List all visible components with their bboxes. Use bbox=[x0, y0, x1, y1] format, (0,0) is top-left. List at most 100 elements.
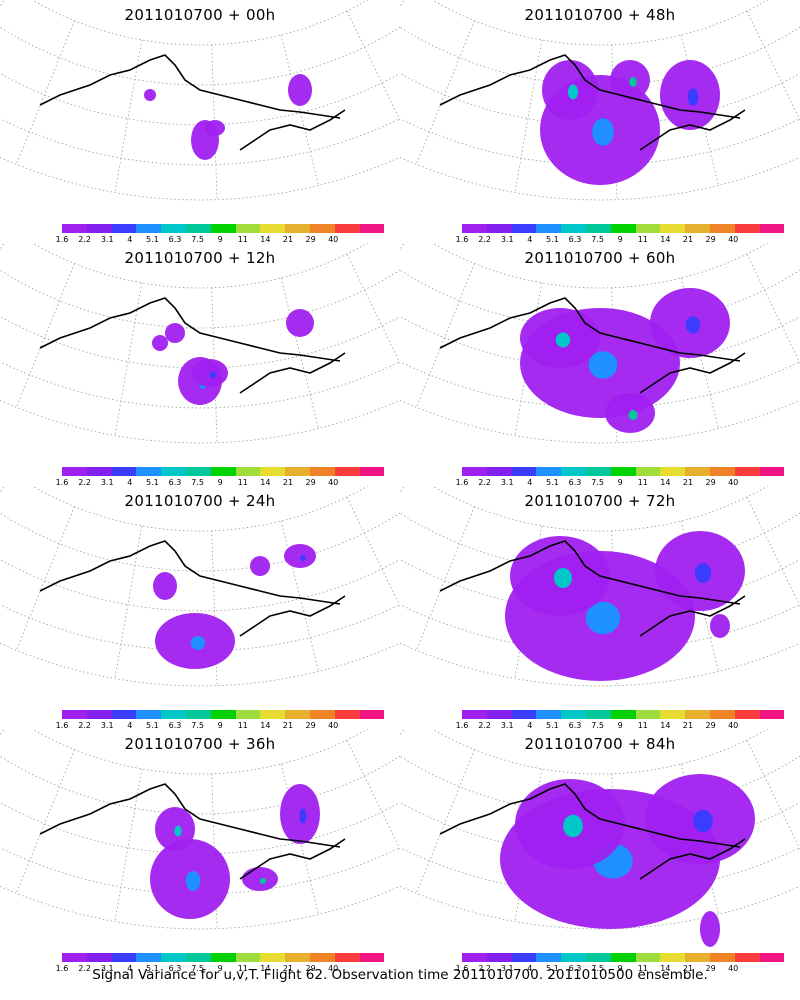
map-panel: 2011010700 + 48h 1.6 2.2 3.1 4 5.1 6.3 7.5 9 11 14… bbox=[400, 0, 800, 244]
colorbar-swatch bbox=[136, 710, 162, 719]
variance-field bbox=[500, 774, 755, 947]
colorbar-tick-label: 6.3 bbox=[168, 478, 182, 487]
colorbar-swatch bbox=[635, 710, 661, 719]
colorbar bbox=[462, 224, 785, 233]
colorbar-swatch bbox=[285, 467, 310, 476]
map-view bbox=[0, 0, 400, 201]
colorbar-tick-label: 2.2 bbox=[478, 478, 491, 487]
colorbar-tick-label: 29 bbox=[305, 235, 316, 244]
variance-field bbox=[540, 60, 720, 185]
colorbar-swatch bbox=[136, 953, 162, 962]
colorbar-tick-label: 6.3 bbox=[168, 721, 182, 730]
colorbar-tick-label: 1.6 bbox=[455, 964, 469, 973]
colorbar-swatch bbox=[260, 224, 286, 233]
colorbar-tick-label: 9 bbox=[217, 964, 223, 973]
colorbar-swatch bbox=[511, 710, 537, 719]
colorbar-tick-label: 40 bbox=[328, 721, 339, 730]
colorbar-swatch bbox=[334, 467, 360, 476]
variance-field bbox=[153, 544, 316, 669]
colorbar-tick-label: 3.1 bbox=[100, 964, 114, 973]
colorbar-swatch bbox=[210, 953, 236, 962]
colorbar-tick-label: 5.1 bbox=[546, 478, 559, 487]
colorbar-tick-label: 21 bbox=[282, 721, 294, 730]
colorbar-tick-label: 2.2 bbox=[78, 235, 91, 244]
colorbar-swatch bbox=[334, 224, 360, 233]
colorbar-swatch bbox=[635, 953, 661, 962]
graticule bbox=[0, 0, 400, 201]
colorbar-swatch bbox=[62, 953, 87, 962]
colorbar-swatch bbox=[309, 467, 335, 476]
map-view bbox=[400, 729, 800, 947]
colorbar-tick-label: 4 bbox=[527, 478, 533, 487]
colorbar-tick-label: 1.6 bbox=[55, 478, 69, 487]
map-panel: 2011010700 + 12h 1.6 2.2 3.1 4 5.1 6.3 7.5 9 11 14… bbox=[0, 243, 400, 487]
map-panel: 2011010700 + 60h 1.6 2.2 3.1 4 5.1 6.3 7.5 9 11 14… bbox=[400, 243, 800, 487]
colorbar bbox=[462, 953, 785, 962]
colorbar-tick-label: 3.1 bbox=[500, 964, 514, 973]
colorbar-swatch bbox=[235, 467, 261, 476]
map-panel: 2011010700 + 00h 1.6 2.2 3.1 4 5.1 6.3 7.5 9 11 14… bbox=[0, 0, 400, 244]
colorbar-tick-label: 6.3 bbox=[168, 964, 182, 973]
colorbar-tick-label: 40 bbox=[328, 235, 339, 244]
colorbar-swatch bbox=[111, 710, 137, 719]
panel-title: 2011010700 + 60h bbox=[524, 249, 676, 267]
colorbar-swatch bbox=[462, 953, 487, 962]
colorbar-tick-label: 2.2 bbox=[78, 478, 91, 487]
colorbar-swatch bbox=[685, 710, 710, 719]
colorbar-tick-label: 40 bbox=[728, 478, 739, 487]
colorbar-tick-label: 5.1 bbox=[146, 721, 159, 730]
colorbar-swatch bbox=[161, 953, 186, 962]
colorbar-tick-label: 29 bbox=[705, 478, 716, 487]
colorbar-tick-label: 40 bbox=[728, 964, 739, 973]
colorbar-tick-label: 3.1 bbox=[100, 478, 114, 487]
map-panel: 2011010700 + 84h 1.6 2.2 3.1 4 5.1 6.3 7.5 9 11 14… bbox=[400, 729, 800, 973]
colorbar-tick-label: 21 bbox=[282, 235, 294, 244]
colorbar-swatch bbox=[486, 953, 512, 962]
colorbar-swatch bbox=[585, 224, 611, 233]
colorbar-tick-label: 29 bbox=[305, 964, 316, 973]
colorbar-tick-label: 2.2 bbox=[78, 721, 91, 730]
colorbar-tick-label: 21 bbox=[282, 964, 294, 973]
colorbar-swatch bbox=[334, 710, 360, 719]
colorbar-tick-label: 11 bbox=[237, 478, 248, 487]
colorbar-swatch bbox=[685, 953, 710, 962]
colorbar-tick-label: 9 bbox=[217, 721, 223, 730]
colorbar-swatch bbox=[86, 953, 112, 962]
colorbar-swatch bbox=[585, 953, 611, 962]
colorbar-swatch bbox=[359, 224, 385, 233]
colorbar-swatch bbox=[709, 467, 735, 476]
colorbar-swatch bbox=[359, 467, 385, 476]
colorbar-swatch bbox=[260, 467, 286, 476]
colorbar-tick-label: 7.5 bbox=[191, 964, 204, 973]
map-view bbox=[400, 243, 800, 444]
colorbar-swatch bbox=[161, 710, 186, 719]
panel-title: 2011010700 + 12h bbox=[124, 249, 276, 267]
colorbar-swatch bbox=[486, 224, 512, 233]
map-view bbox=[400, 486, 800, 687]
colorbar-tick-label: 29 bbox=[705, 235, 716, 244]
colorbar-tick-label: 29 bbox=[705, 721, 716, 730]
colorbar-swatch bbox=[536, 467, 562, 476]
panel-title: 2011010700 + 36h bbox=[124, 735, 276, 753]
colorbar-swatch bbox=[210, 224, 236, 233]
colorbar-tick-label: 14 bbox=[660, 721, 671, 730]
colorbar-swatch bbox=[585, 467, 611, 476]
colorbar-tick-label: 7.5 bbox=[591, 964, 604, 973]
colorbar-swatch bbox=[136, 467, 162, 476]
colorbar-swatch bbox=[536, 710, 562, 719]
colorbar-swatch bbox=[309, 224, 335, 233]
colorbar-tick-label: 4 bbox=[527, 964, 533, 973]
colorbar-swatch bbox=[709, 710, 735, 719]
colorbar-tick-label: 7.5 bbox=[591, 235, 604, 244]
colorbar-swatch bbox=[161, 467, 186, 476]
colorbar bbox=[62, 224, 385, 233]
colorbar-tick-label: 21 bbox=[682, 235, 694, 244]
coastline bbox=[439, 540, 746, 637]
colorbar-swatch bbox=[86, 710, 112, 719]
colorbar-tick-label: 3.1 bbox=[100, 235, 114, 244]
colorbar-swatch bbox=[734, 467, 760, 476]
colorbar-tick-label: 2.2 bbox=[478, 235, 491, 244]
colorbar-swatch bbox=[635, 467, 661, 476]
colorbar-tick-label: 5.1 bbox=[146, 478, 159, 487]
coastline bbox=[39, 540, 346, 637]
